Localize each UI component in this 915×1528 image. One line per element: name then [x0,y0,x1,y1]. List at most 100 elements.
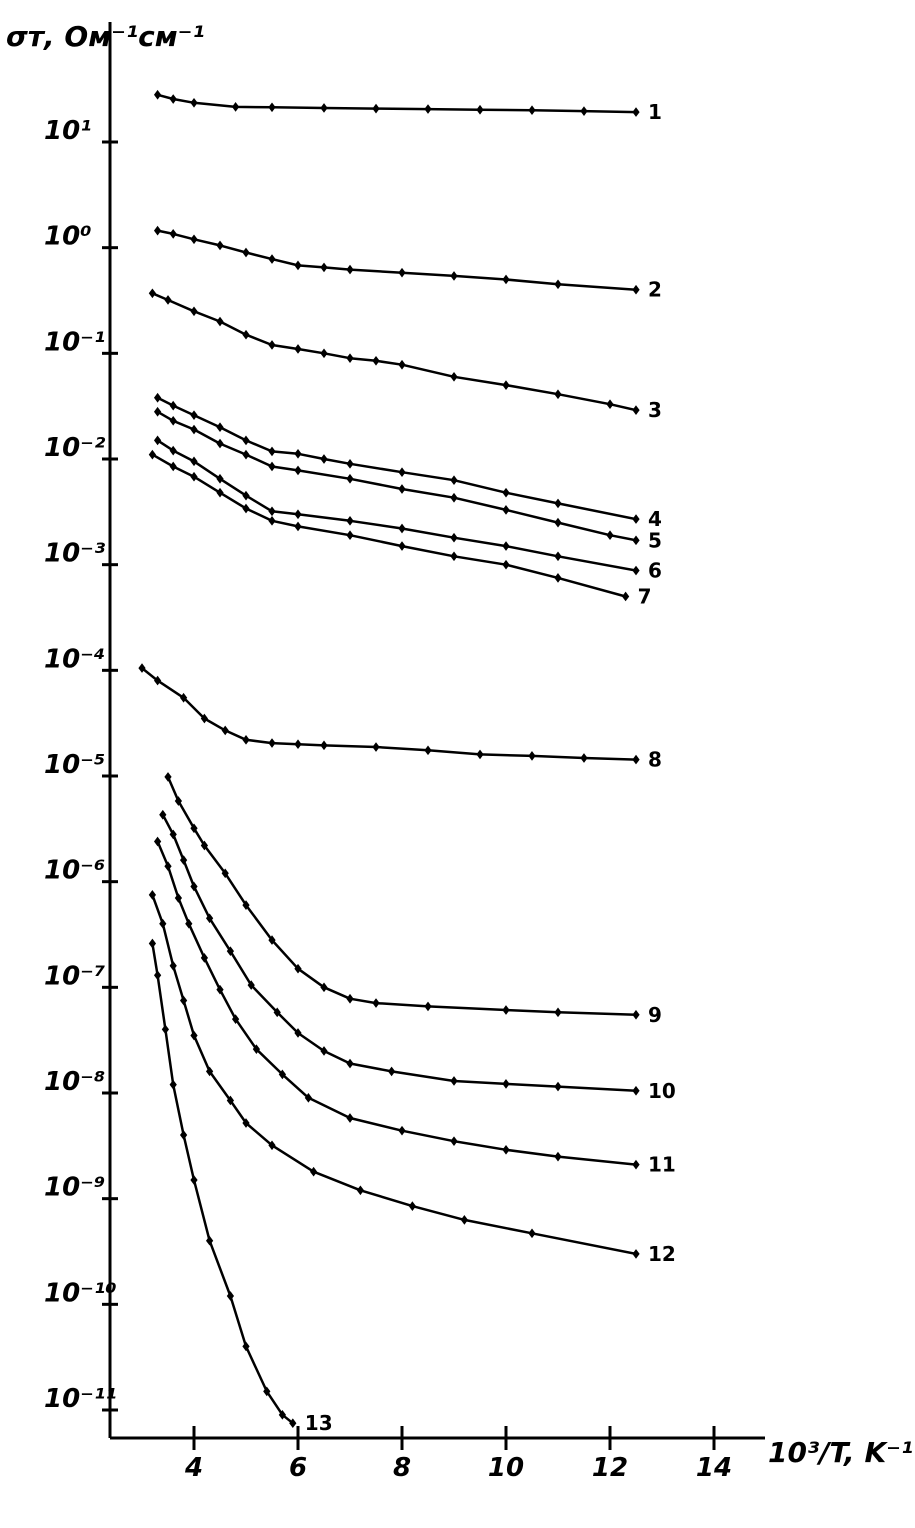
x-tick-label: 4 [184,1453,203,1483]
series-line-1 [157,93,637,114]
data-point [247,980,255,990]
data-point [450,532,458,543]
y-tick-label: 10⁻¹⁰ [44,1278,117,1308]
data-point [242,900,250,910]
series-label-7: 7 [638,584,652,608]
data-point [450,371,458,382]
series-line-3 [151,292,637,412]
data-point [372,742,380,752]
data-point [190,306,198,317]
data-point [398,523,406,534]
data-point [231,1014,240,1024]
data-point [169,415,177,426]
data-point [268,1140,276,1151]
series-label-12: 12 [648,1242,676,1266]
data-point [346,993,354,1004]
data-point [153,89,162,100]
data-point [346,530,354,541]
data-point [268,254,276,264]
data-point [632,1249,640,1259]
series-label-11: 11 [648,1153,676,1177]
data-point [554,1007,562,1018]
series-line-5 [156,410,637,542]
data-point [278,1069,287,1080]
data-point [294,509,302,520]
data-point [242,1118,250,1128]
data-point [278,1410,287,1420]
data-point [554,498,562,509]
data-point [153,675,162,686]
data-point [138,663,146,673]
data-point [632,754,640,765]
y-tick-label: 10⁻³ [44,539,106,569]
data-point [424,104,432,114]
data-point [372,355,380,366]
series-label-5: 5 [648,528,662,552]
y-tick-label: 10⁻⁶ [44,856,105,886]
data-point [268,935,276,945]
series-line-13 [151,943,294,1425]
y-tick-label: 10⁻⁷ [44,961,105,991]
x-tick-label: 6 [289,1453,307,1483]
data-point [632,1009,640,1020]
data-point [320,982,328,993]
data-point [148,288,157,299]
data-point [169,400,177,411]
data-point [190,823,198,834]
y-tick-label: 10⁻¹¹ [44,1384,117,1414]
data-point [221,725,229,736]
data-point [226,1291,235,1301]
data-point [216,240,224,251]
data-point [632,535,640,546]
data-point [205,1235,214,1246]
data-point [346,1113,354,1123]
y-tick-label: 10¹ [44,116,92,146]
data-point [153,435,162,446]
data-point [216,422,224,433]
data-point [450,551,458,562]
data-point [632,1085,640,1096]
data-point [164,772,172,782]
data-point [502,274,510,285]
data-point [346,353,354,364]
y-tick-label: 10⁻¹ [44,327,105,357]
series-line-9 [166,776,637,1017]
data-point [580,106,588,116]
series-label-1: 1 [648,100,662,124]
data-point [398,1125,406,1136]
data-point [320,740,328,751]
data-point [200,713,209,724]
data-point [554,573,562,583]
data-point [502,380,510,390]
y-ticks: 10¹ 10⁰ 10⁻¹ 10⁻² 10⁻³ 10⁻⁴ 10⁻⁵ 10⁻⁶ 10⁻⁷ 10⁻⁸ 10… [44,116,118,1414]
data-point [268,461,276,472]
axes [108,22,765,1440]
data-point [554,389,562,400]
data-point [242,247,250,258]
data-point [304,1093,313,1103]
data-point [621,591,630,602]
data-point [356,1185,365,1196]
data-point [632,284,640,295]
data-point [502,559,510,570]
data-point [554,551,562,562]
data-point [554,1081,562,1092]
data-point [190,424,198,435]
data-point [190,234,198,245]
data-point [294,963,302,974]
data-point [205,1066,214,1077]
data-point [169,461,177,472]
data-point [242,1341,250,1352]
series-3: 3 [148,288,662,422]
data-point [398,541,406,551]
data-point [320,103,328,113]
data-point [205,913,214,924]
series-label-2: 2 [648,278,662,302]
data-point [450,1076,458,1086]
data-point [502,505,510,515]
data-point [169,960,177,971]
data-point [148,938,157,949]
series-label-8: 8 [648,748,662,772]
data-point [372,103,380,114]
series-line-4 [157,396,637,521]
